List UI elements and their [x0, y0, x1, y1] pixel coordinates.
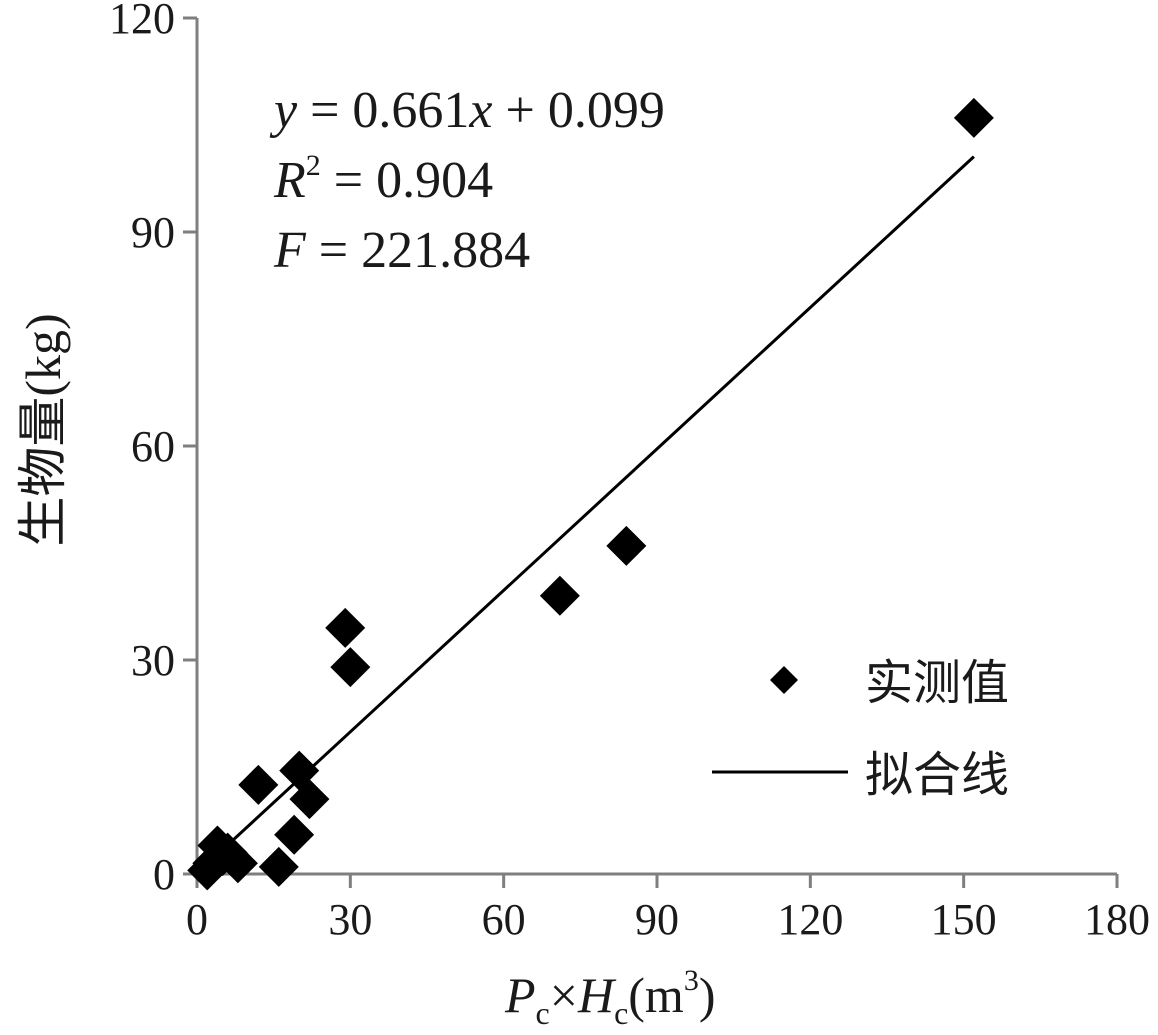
- y-tick-label: 0: [153, 850, 175, 899]
- x-tick-label: 0: [186, 895, 208, 944]
- y-tick-label: 90: [131, 208, 175, 257]
- data-point: [217, 843, 258, 884]
- x-tick-label: 90: [635, 895, 679, 944]
- data-point: [238, 764, 279, 805]
- x-tick-label: 60: [482, 895, 526, 944]
- x-axis-label: Pc×Hc(m3): [504, 964, 715, 1031]
- equation-line: y = 0.661x + 0.099: [269, 82, 665, 139]
- x-tick-label: 150: [931, 895, 997, 944]
- x-tick-label: 30: [328, 895, 372, 944]
- data-point: [606, 525, 647, 566]
- y-tick-label: 120: [109, 0, 175, 43]
- y-ticks: 0 30 60 90 120: [109, 0, 197, 899]
- data-point: [325, 607, 366, 648]
- data-point: [539, 575, 580, 616]
- x-tick-label: 180: [1084, 895, 1150, 944]
- data-point: [258, 846, 299, 887]
- x-tick-label: 120: [777, 895, 843, 944]
- legend-label-fit: 拟合线: [865, 747, 1009, 803]
- fit-line-layer: [211, 155, 975, 861]
- x-ticks: 0 30 60 90 120 150 180: [186, 874, 1150, 944]
- fit-line: [211, 155, 975, 861]
- legend: 实测值 拟合线: [712, 655, 1009, 803]
- data-point: [953, 97, 994, 138]
- y-tick-label: 60: [131, 422, 175, 471]
- legend-label-measured: 实测值: [865, 655, 1009, 711]
- r-squared-line: R2 = 0.904: [273, 149, 493, 209]
- data-point: [330, 647, 371, 688]
- data-points: [187, 97, 994, 891]
- data-point: [289, 779, 330, 820]
- f-statistic-line: F = 221.884: [273, 222, 530, 279]
- legend-diamond-icon: [770, 666, 798, 694]
- data-point: [274, 814, 315, 855]
- y-axis-label: 生物量(kg): [15, 313, 71, 546]
- y-tick-label: 30: [131, 636, 175, 685]
